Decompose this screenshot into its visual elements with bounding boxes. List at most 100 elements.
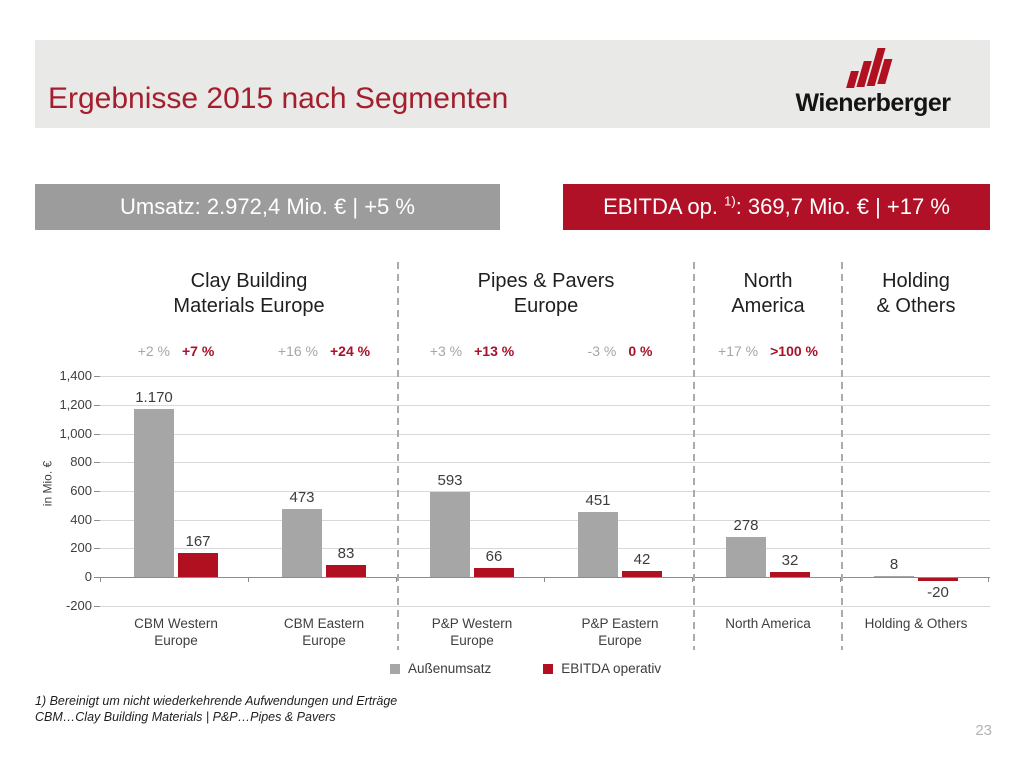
- x-axis-tick: [988, 577, 989, 582]
- footnote-reference: 1): [724, 193, 736, 209]
- segment-divider: [693, 262, 695, 650]
- bar-value-label: 83: [337, 545, 355, 562]
- ebitda-growth-label: +24 %: [330, 343, 371, 359]
- footnotes: 1) Bereinigt um nicht wiederkehrende Auf…: [35, 693, 397, 725]
- revenue-bar: [726, 537, 766, 577]
- y-axis-tick: [94, 605, 100, 607]
- category-label: CBM Western Europe: [134, 616, 218, 648]
- x-axis-tick: [840, 577, 841, 582]
- y-axis-tick-label: 800: [70, 454, 92, 470]
- category-label: North America: [725, 616, 811, 631]
- gridline: [100, 462, 990, 464]
- segment-divider: [841, 262, 843, 650]
- ebitda-growth-label: +13 %: [474, 343, 515, 359]
- bar-value-label: 473: [289, 489, 315, 506]
- revenue-growth-label: +3 %: [429, 343, 463, 359]
- revenue-legend-label: Außenumsatz: [408, 661, 492, 676]
- ebitda-growth-label: >100 %: [770, 343, 818, 359]
- y-axis-tick: [94, 577, 100, 578]
- y-axis-tick: [94, 433, 100, 435]
- growth-labels: +17 % >100 %: [688, 343, 848, 359]
- bar-value-label: 278: [733, 517, 759, 534]
- wienerberger-roof-tiles-icon: [846, 48, 893, 88]
- bar-value-label: -20: [927, 584, 949, 601]
- growth-labels: +3 % +13 %: [392, 343, 552, 359]
- bar-value-label: 167: [185, 533, 211, 550]
- y-axis-tick: [94, 548, 100, 550]
- y-axis-tick-label: 0: [84, 569, 92, 584]
- y-axis-tick-label: 400: [70, 511, 92, 527]
- logo-wordmark: Wienerberger: [795, 89, 951, 117]
- x-axis-tick: [100, 577, 101, 582]
- growth-labels: +2 % +7 %: [96, 343, 256, 359]
- category-label: P&P Eastern Europe: [581, 616, 659, 648]
- bar-value-label: 66: [485, 548, 503, 565]
- legend-item-revenue: Außenumsatz: [390, 661, 491, 676]
- y-axis-tick: [94, 490, 100, 492]
- y-axis-tick-label: 600: [70, 482, 92, 498]
- ebitda-bar: [178, 553, 218, 577]
- ebitda-legend-label: EBITDA operativ: [561, 661, 662, 676]
- umsatz-banner-text: Umsatz: 2.972,4 Mio. € | +5 %: [120, 194, 415, 219]
- legend-item-ebitda: EBITDA operativ: [543, 661, 661, 676]
- revenue-bar: [578, 512, 618, 577]
- ebitda-bar: [622, 571, 662, 577]
- bar-value-label: 593: [437, 472, 463, 489]
- bar-value-label: 42: [633, 551, 651, 568]
- segment-header: Holding & Others: [876, 270, 956, 317]
- wienerberger-logo: Wienerberger: [778, 43, 968, 118]
- revenue-growth-label: +2 %: [137, 343, 170, 359]
- revenue-bar: [874, 576, 914, 577]
- page-number: 23: [975, 722, 992, 739]
- x-axis-tick: [396, 577, 397, 582]
- title-band: Ergebnisse 2015 nach Segmenten Wienerber…: [35, 40, 990, 128]
- gridline: [100, 404, 990, 406]
- category-label: Holding & Others: [864, 616, 968, 631]
- segment-bar-chart: in Mio. € Außenumsatz EBITDA operativ 1,…: [0, 255, 1024, 690]
- gridline: [100, 490, 990, 492]
- y-axis-tick: [94, 519, 100, 521]
- ebitda-legend-swatch: [543, 663, 554, 674]
- y-axis-tick-label: 1,000: [59, 425, 92, 441]
- gridline: [100, 548, 990, 550]
- bar-value-label: 1.170: [135, 389, 173, 406]
- segment-divider: [397, 262, 399, 650]
- revenue-bar: [282, 509, 322, 577]
- ebitda-bar: [918, 578, 958, 581]
- footnote-line-2: CBM…Clay Building Materials | P&P…Pipes …: [35, 710, 336, 724]
- gridline: [100, 376, 990, 378]
- revenue-growth-label: +17 %: [718, 343, 759, 359]
- segment-header: North America: [731, 270, 805, 317]
- ebitda-growth-label: +7 %: [182, 343, 215, 359]
- gridline: [100, 433, 990, 435]
- x-axis-tick: [248, 577, 249, 582]
- footnote-line-1: 1) Bereinigt um nicht wiederkehrende Auf…: [35, 694, 398, 708]
- x-axis-tick: [692, 577, 693, 582]
- y-axis-tick-label: -200: [65, 597, 92, 613]
- y-axis-tick: [94, 404, 100, 406]
- revenue-legend-swatch: [390, 663, 400, 674]
- ebitda-bar: [326, 565, 366, 577]
- gridline: [100, 605, 990, 607]
- ebitda-banner: EBITDA op. 1): 369,7 Mio. € | +17 %: [563, 184, 990, 230]
- page-title: Ergebnisse 2015 nach Segmenten: [48, 82, 509, 115]
- gridline: [100, 519, 990, 521]
- bar-value-label: 8: [889, 556, 899, 573]
- x-axis-tick: [544, 577, 545, 582]
- revenue-bar: [430, 492, 470, 577]
- segment-header: Clay Building Materials Europe: [173, 270, 325, 317]
- umsatz-banner: Umsatz: 2.972,4 Mio. € | +5 %: [35, 184, 500, 230]
- ebitda-bar: [474, 568, 514, 577]
- revenue-bar: [134, 409, 174, 577]
- growth-labels: +16 % +24 %: [244, 343, 404, 359]
- revenue-growth-label: -3 %: [587, 343, 617, 359]
- category-label: CBM Eastern Europe: [283, 616, 365, 648]
- x-axis-line: [100, 577, 990, 578]
- chart-legend: Außenumsatz EBITDA operativ: [390, 661, 661, 676]
- revenue-growth-label: +16 %: [277, 343, 318, 359]
- y-axis-tick-label: 200: [70, 540, 92, 556]
- ebitda-bar: [770, 572, 810, 577]
- growth-labels: -3 % 0 %: [540, 343, 700, 359]
- category-label: P&P Western Europe: [431, 616, 513, 648]
